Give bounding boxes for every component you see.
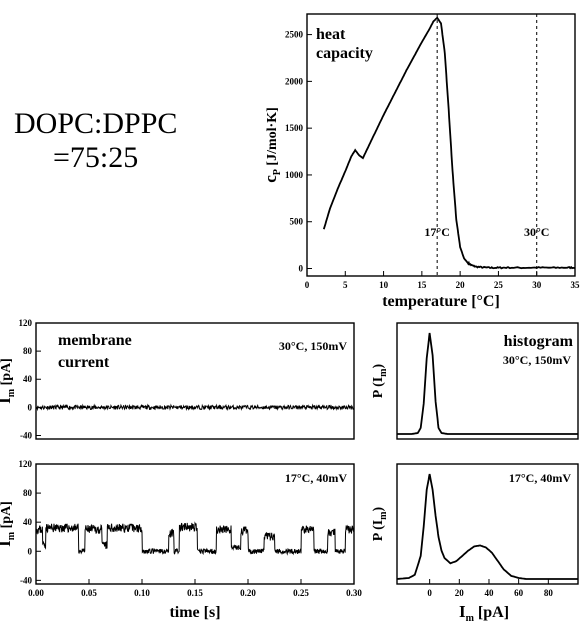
c17-x-tick-label-3: 0.15 — [187, 588, 203, 598]
h17-x-tick-label-0: 0 — [427, 588, 432, 598]
h17-x-tick-label-3: 60 — [514, 588, 524, 598]
histogram-30C-frame — [396, 322, 579, 440]
h17-xlabel-main: I — [459, 602, 466, 621]
composition-label: DOPC:DPPC =75:25 — [14, 107, 229, 175]
c17-y-tick-label-4: 120 — [19, 459, 33, 469]
heat-capacity-title-line2: capacity — [316, 45, 373, 62]
histogram-17C-panel: 0 20 40 60 80 17°C, 40mV P (Im) Im [pA] — [371, 463, 579, 623]
hc-x-tick-label-7: 35 — [571, 280, 581, 290]
c30-y-tick-label-0: -40 — [20, 430, 32, 440]
c17-y-tick-label-1: 0 — [28, 546, 33, 556]
hc-x-tick-label-0: 0 — [305, 280, 310, 290]
c17-x-tick-label-0: 0.00 — [28, 588, 44, 598]
hc-y-tick-label-4: 2000 — [285, 76, 304, 86]
h17-xlabel-rest: [pA] — [474, 604, 509, 621]
heat-capacity-frame — [306, 13, 576, 277]
hc-y-tick-label-3: 1500 — [285, 123, 304, 133]
hc-ylabel-sub: P — [272, 169, 283, 175]
histogram-17C-condition: 17°C, 40mV — [509, 471, 571, 485]
current-30C-trace — [35, 403, 355, 412]
c17-y-tick-label-2: 40 — [23, 517, 33, 527]
histogram-x-axis-label: Im [pA] — [459, 602, 509, 623]
c30-ylabel-rest: [pA] — [0, 358, 14, 389]
heat-capacity-annotations: 17°C 30°C — [424, 14, 549, 276]
hc-x-tick-label-2: 10 — [379, 280, 389, 290]
current-30C-condition: 30°C, 150mV — [279, 339, 347, 353]
h17-x-tick-label-4: 80 — [544, 588, 554, 598]
c30-ylabel-main: I — [0, 397, 14, 404]
histogram-30C-y-axis-label: P (Im) — [371, 363, 389, 398]
histogram-title: histogram — [504, 333, 574, 350]
c30-y-tick-label-3: 80 — [23, 346, 33, 356]
heat-capacity-x-ticks: 0 5 10 15 20 25 30 35 — [305, 271, 580, 290]
current-17C-condition: 17°C, 40mV — [285, 471, 347, 485]
current-17C-y-ticks: -40 0 40 80 120 — [19, 459, 41, 585]
c17-x-tick-label-5: 0.25 — [293, 588, 309, 598]
current-17C-panel: 0.00 0.05 0.10 0.15 0.20 0.25 0.30 -40 0 40 80 120… — [0, 459, 362, 621]
c17-y-tick-label-3: 80 — [23, 488, 33, 498]
histogram-17C-x-ticks: 0 20 40 60 80 — [427, 579, 553, 598]
current-17C-trace — [35, 521, 355, 556]
hc-y-tick-label-1: 500 — [290, 217, 304, 227]
h17-ylabel-main: P (I — [371, 520, 386, 541]
h17-x-tick-label-1: 20 — [455, 588, 465, 598]
histogram-17C-y-axis-label: P (Im) — [371, 506, 389, 541]
histogram-30C-condition: 30°C, 150mV — [503, 353, 571, 367]
composition-line2: =75:25 — [53, 141, 139, 174]
hc-annotation-label-0: 17°C — [424, 225, 449, 239]
c17-ylabel-main: I — [0, 540, 14, 547]
h30-ylabel-rest: ) — [371, 363, 386, 368]
current-title-line1: membrane — [58, 332, 132, 349]
current-30C-panel: -40 0 40 80 120 membrane current 30°C, 150mV… — [0, 318, 355, 440]
c30-y-tick-label-1: 0 — [28, 402, 33, 412]
current-title-line2: current — [58, 354, 110, 371]
hc-x-tick-label-1: 5 — [343, 280, 348, 290]
c17-x-tick-label-4: 0.20 — [240, 588, 256, 598]
h30-ylabel-sub: m — [378, 368, 389, 377]
c30-ylabel-sub: m — [6, 388, 17, 397]
current-17C-y-axis-label: Im [pA] — [0, 501, 17, 547]
current-30C-y-axis-label: Im [pA] — [0, 358, 17, 404]
hc-x-tick-label-6: 30 — [532, 280, 542, 290]
c17-x-tick-label-2: 0.10 — [134, 588, 150, 598]
current-30C-y-ticks: -40 0 40 80 120 — [19, 318, 41, 440]
hc-y-tick-label-0: 0 — [299, 264, 304, 274]
hc-x-tick-label-3: 15 — [417, 280, 427, 290]
h17-ylabel-rest: ) — [371, 506, 386, 511]
hc-ylabel-rest: [J/mol·K] — [265, 107, 280, 169]
c30-y-tick-label-4: 120 — [19, 318, 33, 328]
heat-capacity-y-axis-label: cP [J/mol·K] — [261, 107, 283, 182]
h17-ylabel-sub: m — [378, 511, 389, 520]
composition-line1: DOPC:DPPC — [14, 107, 178, 140]
heat-capacity-title-line1: heat — [316, 26, 346, 43]
h17-xlabel-sub: m — [466, 613, 475, 623]
heat-capacity-y-ticks: 0 500 1000 1500 2000 2500 — [285, 30, 312, 274]
c17-ylabel-rest: [pA] — [0, 501, 14, 532]
heat-capacity-series-line — [322, 16, 576, 270]
histogram-17C-frame — [396, 463, 579, 585]
h30-ylabel-main: P (I — [371, 377, 386, 398]
current-30C-frame — [35, 322, 355, 440]
h17-x-tick-label-2: 40 — [484, 588, 494, 598]
heat-capacity-panel: 0 5 10 15 20 25 30 35 0 500 1000 1500 2000 2500 17°C… — [261, 13, 580, 310]
histogram-17C-curve — [396, 473, 578, 580]
histogram-30C-panel: histogram 30°C, 150mV P (Im) — [371, 322, 579, 440]
hc-x-tick-label-4: 20 — [456, 280, 466, 290]
c17-x-tick-label-1: 0.05 — [81, 588, 97, 598]
hc-annotation-label-1: 30°C — [524, 225, 549, 239]
hc-y-tick-label-5: 2500 — [285, 30, 304, 40]
heat-capacity-x-axis-label: temperature [°C] — [382, 293, 500, 310]
c17-x-tick-label-6: 0.30 — [346, 588, 362, 598]
c30-y-tick-label-2: 40 — [23, 374, 33, 384]
histogram-30C-curve — [397, 332, 578, 435]
hc-y-tick-label-2: 1000 — [285, 170, 304, 180]
c17-ylabel-sub: m — [6, 531, 17, 540]
hc-x-tick-label-5: 25 — [494, 280, 504, 290]
current-x-axis-label: time [s] — [169, 604, 220, 621]
hc-ylabel-main: c — [261, 175, 280, 183]
current-17C-x-ticks: 0.00 0.05 0.10 0.15 0.20 0.25 0.30 — [28, 579, 362, 598]
c17-y-tick-label-0: -40 — [20, 575, 32, 585]
